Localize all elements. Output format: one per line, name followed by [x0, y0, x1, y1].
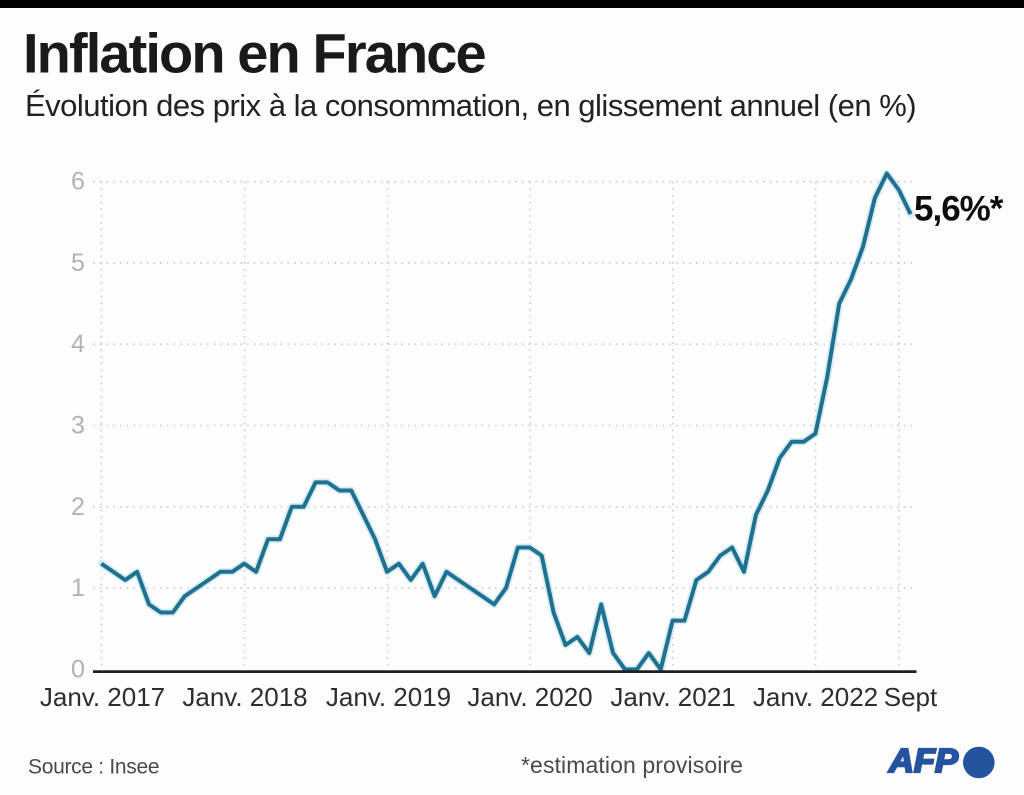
svg-text:4: 4 — [71, 330, 85, 358]
svg-text:Janv. 2020: Janv. 2020 — [467, 682, 592, 712]
svg-text:1: 1 — [71, 574, 85, 602]
svg-text:2: 2 — [71, 493, 85, 521]
svg-text:Sept: Sept — [884, 682, 938, 712]
svg-text:AFP: AFP — [888, 742, 959, 779]
svg-text:Source : Insee: Source : Insee — [28, 756, 159, 779]
svg-text:Janv. 2022: Janv. 2022 — [753, 682, 878, 712]
svg-text:6: 6 — [71, 168, 85, 196]
svg-text:Janv. 2021: Janv. 2021 — [610, 682, 735, 712]
svg-text:Janv. 2019: Janv. 2019 — [326, 682, 451, 712]
svg-text:Janv. 2018: Janv. 2018 — [182, 682, 307, 712]
svg-text:Évolution des prix à la consom: Évolution des prix à la consommation, en… — [25, 88, 916, 123]
svg-text:5: 5 — [71, 249, 85, 277]
svg-text:Inflation en France: Inflation en France — [23, 22, 486, 85]
svg-text:Janv. 2017: Janv. 2017 — [40, 682, 165, 712]
svg-text:5,6%*: 5,6%* — [914, 190, 1004, 229]
svg-text:0: 0 — [71, 655, 85, 683]
svg-text:3: 3 — [71, 412, 85, 440]
svg-text:*estimation provisoire: *estimation provisoire — [521, 752, 743, 778]
